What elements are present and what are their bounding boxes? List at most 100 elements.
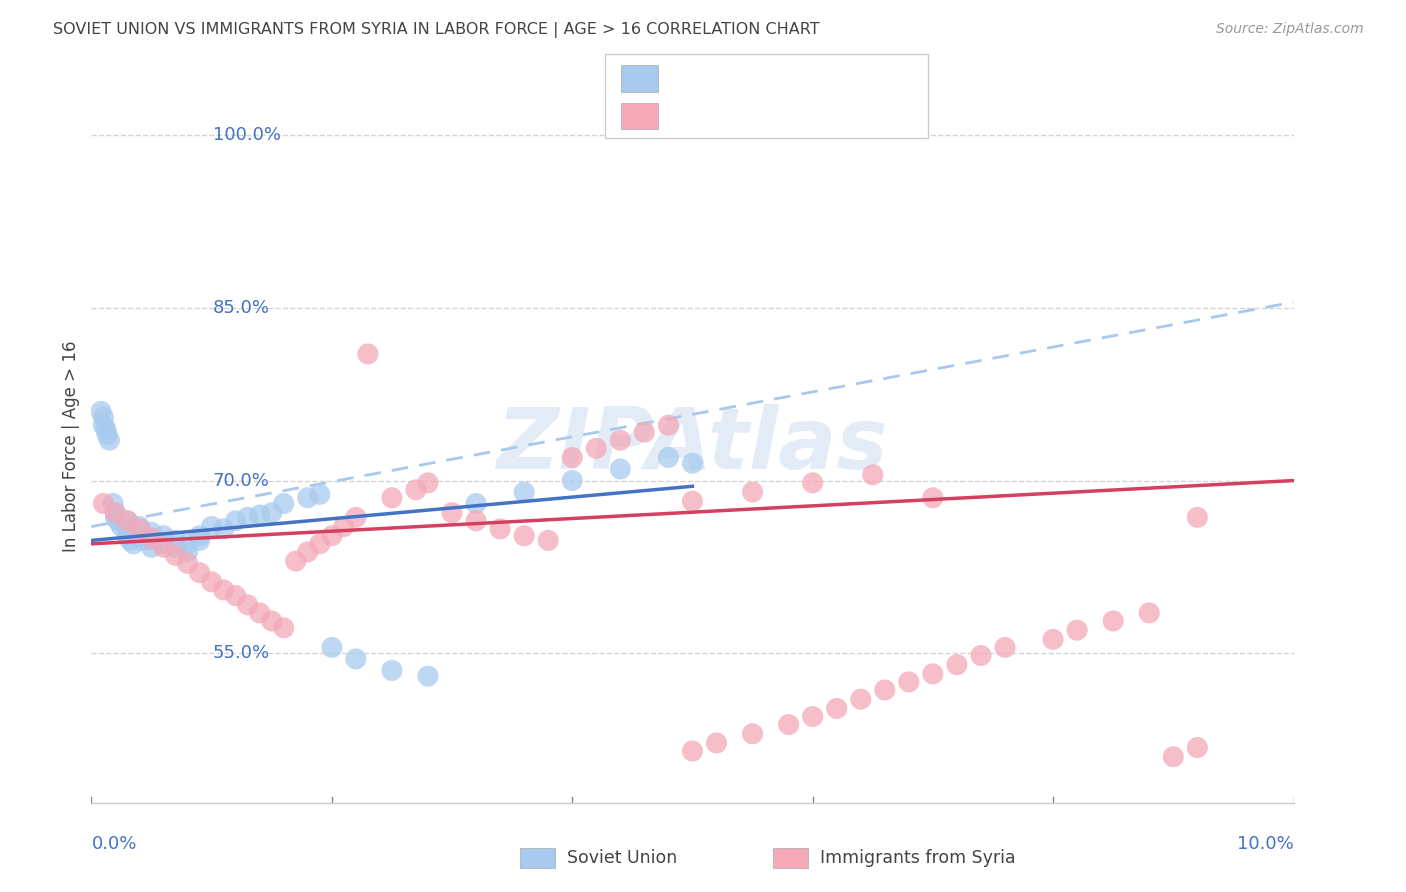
Point: [94, 422, 117, 436]
Point: [657, 450, 679, 465]
Point: [922, 666, 945, 681]
Point: [104, 506, 127, 520]
Point: [141, 531, 163, 545]
Point: [188, 533, 211, 548]
Point: [104, 510, 127, 524]
Text: N = 61: N = 61: [778, 107, 844, 125]
Point: [212, 522, 235, 536]
Point: [1066, 623, 1088, 637]
Point: [1187, 740, 1209, 755]
Point: [801, 709, 824, 723]
Point: [273, 621, 295, 635]
Point: [849, 692, 872, 706]
Point: [117, 514, 139, 528]
Point: [176, 537, 198, 551]
Point: [176, 557, 198, 571]
Point: [873, 683, 896, 698]
Point: [188, 566, 211, 580]
Point: [93, 410, 115, 425]
Point: [321, 640, 343, 655]
Point: [561, 450, 583, 465]
Point: [741, 727, 763, 741]
Point: [357, 347, 380, 361]
Point: [152, 529, 174, 543]
Point: [308, 537, 330, 551]
Point: [284, 554, 307, 568]
Point: [778, 717, 800, 731]
Point: [273, 497, 295, 511]
Point: [107, 514, 129, 528]
Point: [101, 497, 124, 511]
Point: [225, 589, 247, 603]
Point: [922, 491, 945, 505]
Text: Source: ZipAtlas.com: Source: ZipAtlas.com: [1216, 22, 1364, 37]
Point: [212, 582, 235, 597]
Point: [897, 675, 920, 690]
Point: [465, 497, 488, 511]
Point: [236, 510, 259, 524]
Point: [681, 744, 703, 758]
Point: [609, 434, 631, 448]
Point: [381, 491, 404, 505]
Point: [862, 467, 884, 482]
Point: [165, 533, 187, 548]
Point: [489, 522, 512, 536]
Point: [1137, 606, 1160, 620]
Point: [96, 427, 118, 442]
Point: [416, 669, 439, 683]
Point: [128, 522, 150, 536]
Point: [165, 541, 187, 555]
Point: [416, 475, 439, 490]
Point: [825, 701, 848, 715]
Point: [141, 541, 163, 555]
Point: [236, 598, 259, 612]
Point: [117, 522, 139, 536]
Point: [657, 418, 679, 433]
Point: [440, 506, 463, 520]
Point: [152, 537, 174, 551]
Point: [118, 533, 141, 548]
Point: [405, 483, 427, 497]
Point: [104, 506, 127, 520]
Point: [344, 510, 367, 524]
Text: SOVIET UNION VS IMMIGRANTS FROM SYRIA IN LABOR FORCE | AGE > 16 CORRELATION CHAR: SOVIET UNION VS IMMIGRANTS FROM SYRIA IN…: [53, 22, 820, 38]
Point: [994, 640, 1017, 655]
Point: [1042, 632, 1064, 647]
Point: [609, 462, 631, 476]
Text: 0.0%: 0.0%: [91, 835, 136, 853]
Point: [128, 529, 150, 543]
Point: [741, 485, 763, 500]
Text: R = 0.126: R = 0.126: [672, 70, 759, 87]
Point: [970, 648, 993, 663]
Point: [381, 664, 404, 678]
Point: [260, 506, 283, 520]
Point: [333, 519, 356, 533]
Point: [98, 434, 121, 448]
Text: 70.0%: 70.0%: [212, 472, 270, 490]
Text: 100.0%: 100.0%: [212, 127, 281, 145]
Text: R = 0.163: R = 0.163: [672, 107, 759, 125]
Point: [90, 404, 112, 418]
Point: [117, 514, 139, 528]
Point: [201, 519, 224, 533]
Point: [308, 487, 330, 501]
Text: 85.0%: 85.0%: [212, 299, 270, 317]
Point: [633, 425, 655, 440]
Point: [188, 529, 211, 543]
Point: [1161, 749, 1184, 764]
Point: [344, 652, 367, 666]
Point: [131, 533, 153, 548]
Point: [225, 514, 247, 528]
Point: [561, 474, 583, 488]
Point: [681, 494, 703, 508]
Point: [260, 614, 283, 628]
Point: [93, 418, 115, 433]
Text: Immigrants from Syria: Immigrants from Syria: [820, 849, 1015, 867]
Y-axis label: In Labor Force | Age > 16: In Labor Force | Age > 16: [62, 340, 80, 552]
Point: [465, 514, 488, 528]
Text: 10.0%: 10.0%: [1237, 835, 1294, 853]
Text: ZIPAtlas: ZIPAtlas: [496, 404, 889, 488]
Point: [297, 545, 319, 559]
Text: Soviet Union: Soviet Union: [567, 849, 676, 867]
Point: [537, 533, 560, 548]
